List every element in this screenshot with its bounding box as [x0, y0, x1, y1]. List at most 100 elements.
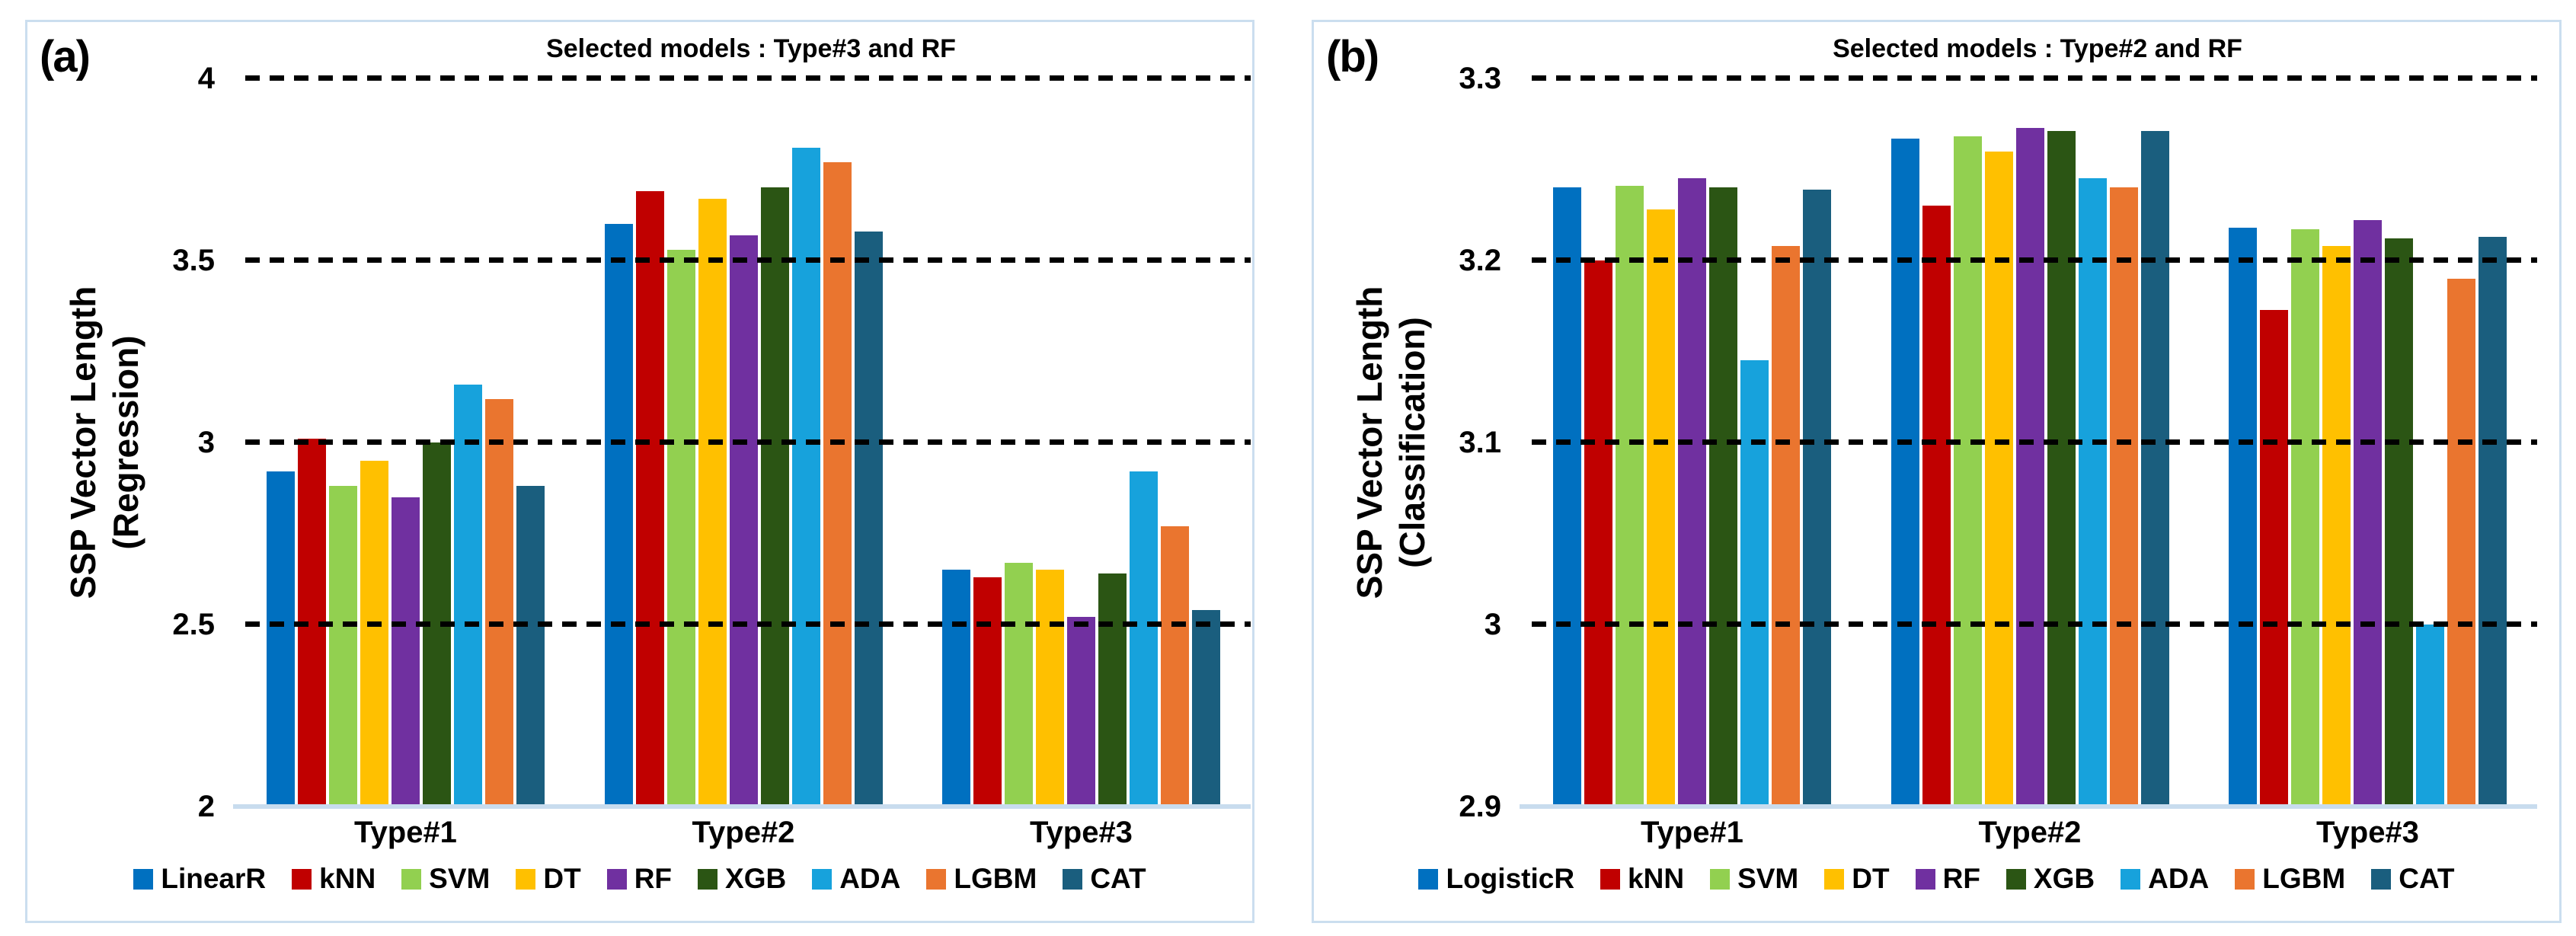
x-axis-label-type#2-a: Type#2 — [692, 816, 795, 849]
bar-rf-type#1-a — [392, 497, 420, 807]
legend-item-knn-b: kNN — [1600, 863, 1684, 895]
bar-dt-type#1-b — [1647, 209, 1675, 807]
y-tick-labels-a: 4 3.5 3 2.5 2 — [27, 63, 227, 822]
y-tick-labels-b: 3.3 3.2 3.1 3 2.9 — [1314, 63, 1513, 822]
bar-lgbm-type#1-b — [1772, 245, 1800, 807]
legend-label-dt-a: DT — [543, 863, 581, 894]
plot-area-a — [233, 75, 1251, 809]
bar-linearr-type#3-a — [942, 570, 970, 807]
legend-swatch-dt-b — [1824, 868, 1845, 890]
bar-lgbm-type#2-b — [2109, 187, 2138, 807]
legend-swatch-lgbm-a — [926, 868, 947, 890]
legend-label-dt-b: DT — [1852, 863, 1890, 894]
bar-xgb-type#2-b — [2047, 131, 2076, 807]
gridline-3-b — [1532, 621, 2537, 627]
bar-dt-type#1-a — [360, 460, 388, 807]
legend-swatch-dt-a — [516, 868, 536, 890]
bar-svm-type#1-a — [329, 486, 357, 807]
x-axis-line-a — [233, 804, 1251, 809]
legend-item-rf-b: RF — [1915, 863, 1980, 895]
chart-title-b: Selected models : Type#2 and RF — [1833, 34, 2242, 63]
legend-swatch-linearr-a — [133, 868, 154, 890]
gridline-3-a — [245, 439, 1251, 445]
bar-rf-type#2-b — [2015, 127, 2044, 807]
x-axis-line-b — [1520, 804, 2537, 809]
gridline-4-a — [245, 75, 1251, 81]
bar-knn-type#2-b — [1922, 206, 1951, 807]
legend-item-linearr-a: LinearR — [133, 863, 266, 895]
chart-title-a: Selected models : Type#3 and RF — [546, 34, 956, 63]
legend-label-svm-b: SVM — [1737, 863, 1799, 894]
legend-label-xgb-b: XGB — [2033, 863, 2095, 894]
bar-svm-type#1-b — [1616, 186, 1644, 807]
legend-label-lgbm-a: LGBM — [954, 863, 1037, 894]
bar-ada-type#3-b — [2416, 625, 2444, 807]
legend-item-ada-a: ADA — [812, 863, 900, 895]
legend-item-ada-b: ADA — [2121, 863, 2209, 895]
legend-swatch-logisticr-b — [1418, 868, 1439, 890]
bar-group-type#1-b — [1553, 78, 1831, 807]
bar-cat-type#1-b — [1803, 189, 1831, 807]
bar-ada-type#3-a — [1130, 471, 1158, 807]
y-tick-label-4-a: 4 — [197, 62, 215, 95]
legend-swatch-lgbm-b — [2235, 868, 2255, 890]
legend-b: LogisticR kNN SVM DT RF XGB ADA LGBM CAT — [1322, 863, 2552, 895]
bar-rf-type#1-b — [1678, 178, 1706, 807]
legend-item-xgb-b: XGB — [2006, 863, 2095, 895]
legend-item-dt-a: DT — [516, 863, 581, 895]
legend-swatch-svm-a — [401, 868, 422, 890]
bar-svm-type#2-b — [1953, 136, 1982, 807]
bar-group-type#3-b — [2229, 78, 2507, 807]
bar-lgbm-type#3-b — [2447, 278, 2475, 807]
legend-label-rf-b: RF — [1942, 863, 1980, 894]
legend-item-xgb-a: XGB — [698, 863, 786, 895]
gridline-3.2-b — [1532, 257, 2537, 263]
bar-cat-type#3-a — [1192, 609, 1220, 807]
bar-group-type#3-a — [942, 78, 1220, 807]
legend-swatch-rf-b — [1915, 868, 1935, 890]
bar-dt-type#2-a — [698, 198, 727, 807]
y-tick-label-2.5-a: 2.5 — [172, 608, 215, 641]
gridline-3.3-b — [1532, 75, 2537, 81]
x-axis-labels-b: Type#1 Type#2 Type#3 — [1532, 816, 2537, 850]
legend-label-svm-a: SVM — [429, 863, 491, 894]
bar-knn-type#3-a — [973, 577, 1002, 807]
bar-svm-type#3-a — [1005, 562, 1033, 807]
bar-knn-type#1-b — [1584, 260, 1612, 807]
bar-rf-type#3-b — [2354, 220, 2382, 807]
legend-label-ada-b: ADA — [2148, 863, 2210, 894]
bar-linearr-type#1-a — [267, 471, 295, 807]
panel-b: (b) Selected models : Type#2 and RF SSP … — [1312, 20, 2562, 923]
legend-label-cat-b: CAT — [2399, 863, 2455, 894]
y-tick-label-2-a: 2 — [197, 790, 215, 823]
gridline-2.5-a — [245, 621, 1251, 627]
bar-rf-type#3-a — [1067, 617, 1095, 807]
legend-item-lgbm-b: LGBM — [2235, 863, 2345, 895]
bar-dt-type#3-a — [1036, 570, 1064, 807]
y-tick-label-3.3-b: 3.3 — [1459, 62, 1501, 95]
legend-swatch-ada-b — [2121, 868, 2141, 890]
bar-xgb-type#3-b — [2385, 238, 2413, 807]
bar-dt-type#2-b — [1984, 151, 2013, 807]
gridline-3.1-b — [1532, 439, 2537, 445]
bar-logisticr-type#3-b — [2229, 227, 2257, 807]
legend-item-cat-b: CAT — [2371, 863, 2455, 895]
legend-item-cat-a: CAT — [1063, 863, 1146, 895]
legend-label-rf-a: RF — [634, 863, 673, 894]
bar-ada-type#2-b — [2078, 178, 2107, 807]
x-axis-labels-a: Type#1 Type#2 Type#3 — [245, 816, 1251, 850]
legend-label-linearr-a: LinearR — [161, 863, 267, 894]
y-tick-label-3-a: 3 — [197, 426, 215, 459]
legend-item-svm-a: SVM — [401, 863, 490, 895]
bar-knn-type#2-a — [635, 191, 664, 807]
bar-ada-type#1-b — [1740, 360, 1769, 807]
bar-svm-type#3-b — [2291, 229, 2319, 807]
bar-xgb-type#2-a — [760, 187, 789, 807]
x-axis-label-type#1-b: Type#1 — [1641, 816, 1743, 849]
bar-lgbm-type#2-a — [823, 161, 852, 807]
bar-rf-type#2-a — [729, 235, 758, 807]
bar-lgbm-type#1-a — [485, 398, 513, 807]
bar-cat-type#2-b — [2140, 131, 2169, 807]
bar-cat-type#1-a — [516, 486, 545, 807]
